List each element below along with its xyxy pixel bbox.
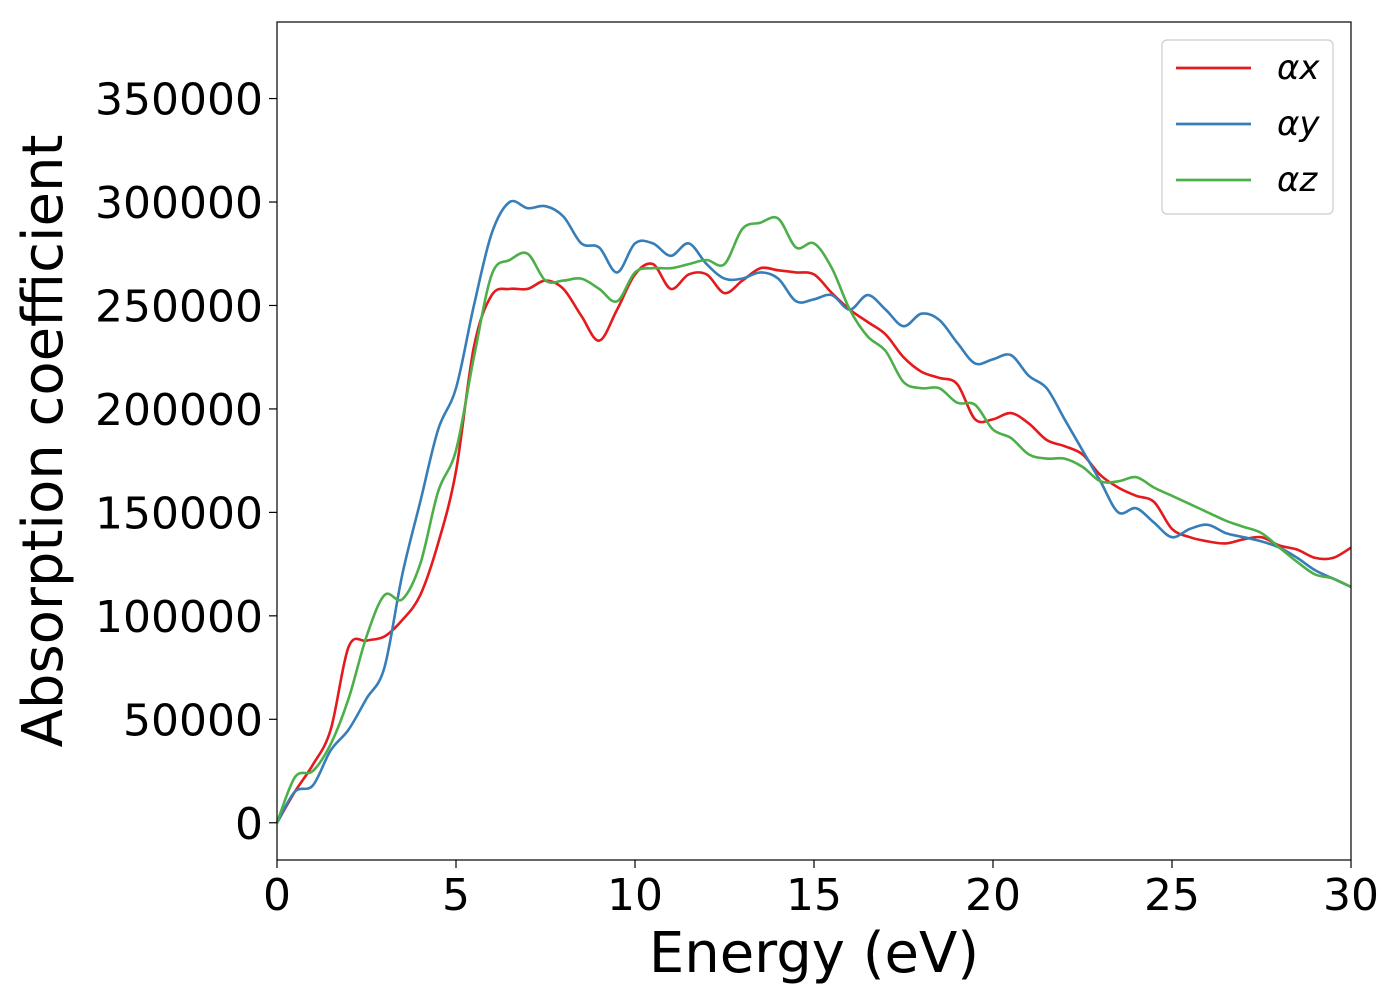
y-tick-label: 50000 bbox=[123, 695, 263, 746]
legend-box bbox=[1161, 39, 1334, 215]
legend-label-3: αz bbox=[1277, 160, 1318, 200]
series-layer bbox=[275, 199, 1352, 824]
legend-label-2: αy bbox=[1277, 104, 1320, 144]
series-line-1 bbox=[275, 262, 1352, 824]
y-tick-label: 250000 bbox=[95, 281, 263, 332]
x-axis-title: Energy (eV) bbox=[649, 921, 979, 986]
ticks-layer: 0 5 10 15 20 25 30 0 50000 100000 150000 200000 2500… bbox=[95, 75, 1379, 921]
x-tick-label: 10 bbox=[607, 870, 663, 921]
y-axis-title: Absorption coefficient bbox=[11, 135, 76, 748]
y-tick-label: 300000 bbox=[95, 178, 263, 229]
y-tick-label: 100000 bbox=[95, 592, 263, 643]
y-tick-label: 200000 bbox=[95, 385, 263, 436]
y-tick-label: 350000 bbox=[95, 75, 263, 126]
x-tick-label: 0 bbox=[263, 870, 291, 921]
series-line-2 bbox=[275, 199, 1352, 824]
legend-label-1: αx bbox=[1277, 48, 1320, 88]
x-tick-label: 15 bbox=[786, 870, 842, 921]
x-tick-label: 25 bbox=[1144, 870, 1200, 921]
y-tick-label: 0 bbox=[235, 799, 263, 850]
x-tick-label: 5 bbox=[442, 870, 470, 921]
y-tick-label: 150000 bbox=[95, 488, 263, 539]
x-tick-label: 20 bbox=[965, 870, 1021, 921]
x-tick-label: 30 bbox=[1323, 870, 1379, 921]
series-line-3 bbox=[275, 215, 1352, 824]
legend: αx αy αz bbox=[1161, 39, 1334, 215]
